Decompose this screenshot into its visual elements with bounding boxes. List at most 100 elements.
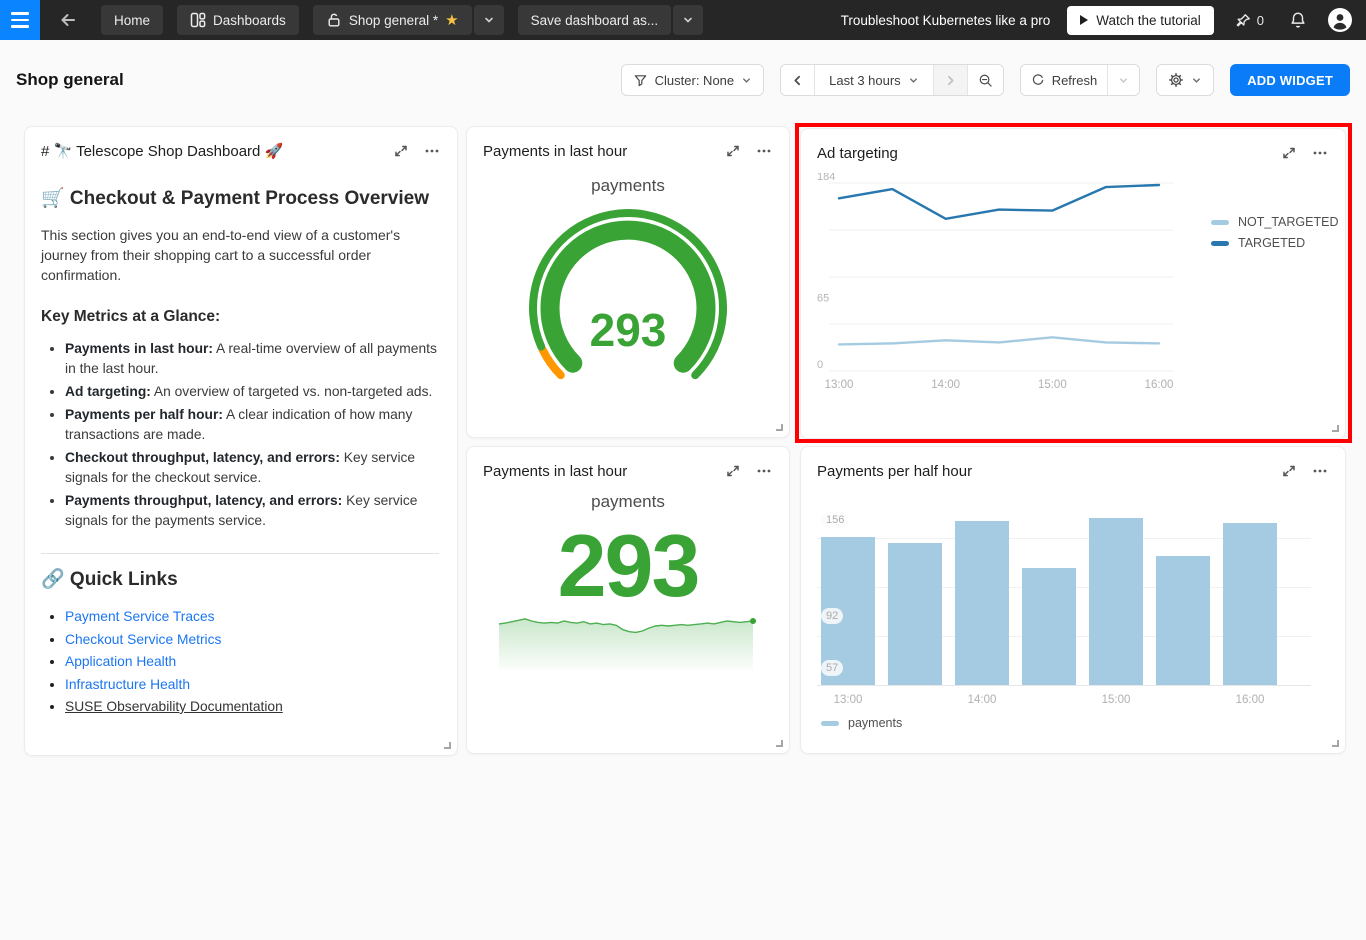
ellipsis-icon <box>1311 463 1329 479</box>
nav-dashboards-button[interactable]: Dashboards <box>177 5 299 35</box>
cluster-filter-button[interactable]: Cluster: None <box>621 64 764 96</box>
markdown-metrics-heading: Key Metrics at a Glance: <box>41 308 439 326</box>
ellipsis-icon <box>423 143 441 159</box>
pinned-items-button[interactable]: 0 <box>1231 8 1268 33</box>
settings-button[interactable] <box>1156 64 1214 96</box>
quick-link[interactable]: Payment Service Traces <box>65 609 215 624</box>
widget-menu-button[interactable] <box>1309 461 1331 481</box>
resize-handle[interactable] <box>1332 740 1339 747</box>
chevron-down-icon <box>1191 75 1202 86</box>
metric-item: Payments in last hour: A real-time overv… <box>65 339 439 379</box>
header-toolbar: Cluster: None Last 3 hours Refresh <box>621 64 1350 96</box>
ellipsis-icon <box>755 143 773 159</box>
ad-targeting-line-chart: 18465013:0014:0015:0016:00 <box>817 173 1189 391</box>
quick-link[interactable]: Checkout Service Metrics <box>65 632 221 647</box>
notifications-button[interactable] <box>1285 7 1311 33</box>
bell-icon <box>1289 11 1307 29</box>
widget-title: Payments in last hour <box>483 143 627 160</box>
expand-widget-button[interactable] <box>723 461 743 481</box>
widget-menu-button[interactable] <box>753 461 775 481</box>
watch-tutorial-label: Watch the tutorial <box>1096 13 1201 28</box>
widget-title: Payments in last hour <box>483 463 627 480</box>
refresh-options-chevron[interactable] <box>1107 65 1139 95</box>
nav-home-button[interactable]: Home <box>101 5 163 35</box>
avatar[interactable] <box>1328 8 1352 32</box>
x-axis-tick: 16:00 <box>1145 379 1174 391</box>
metric-item: Payments throughput, latency, and errors… <box>65 491 439 531</box>
legend-item-targeted[interactable]: TARGETED <box>1211 236 1338 250</box>
time-range-button[interactable]: Last 3 hours <box>814 65 933 95</box>
quick-link[interactable]: Infrastructure Health <box>65 677 190 692</box>
expand-icon <box>1281 463 1297 479</box>
current-dashboard-chevron[interactable] <box>474 5 504 35</box>
hamburger-menu-button[interactable] <box>0 0 40 40</box>
quick-link-item: Application Health <box>65 651 439 673</box>
widget-menu-button[interactable] <box>753 141 775 161</box>
widget-title: Ad targeting <box>817 145 898 162</box>
chevron-down-icon <box>741 75 752 86</box>
arrow-left-icon <box>58 10 78 30</box>
app-root: Home Dashboards Shop general * ★ Save da… <box>0 0 1366 940</box>
chevron-down-icon <box>1118 75 1129 86</box>
legend-swatch <box>821 721 839 726</box>
save-dashboard-as-button[interactable]: Save dashboard as... <box>518 5 672 35</box>
expand-widget-button[interactable] <box>723 141 743 161</box>
watch-tutorial-button[interactable]: Watch the tutorial <box>1067 6 1214 35</box>
markdown-intro: This section gives you an end-to-end vie… <box>41 225 439 285</box>
bar-15:00[interactable] <box>1089 518 1143 685</box>
zoom-out-button[interactable] <box>967 65 1003 95</box>
widget-markdown: # 🔭 Telescope Shop Dashboard 🚀 🛒 Checkou… <box>24 126 458 756</box>
resize-handle[interactable] <box>776 740 783 747</box>
widget-payments-per-half-hour: Payments per half hour 156925713:0014:00… <box>800 446 1346 754</box>
chevron-down-icon <box>908 75 919 86</box>
time-back-button[interactable] <box>781 65 814 95</box>
resize-handle[interactable] <box>1332 425 1339 432</box>
time-forward-button[interactable] <box>933 65 967 95</box>
quick-link[interactable]: SUSE Observability Documentation <box>65 699 283 714</box>
time-range-label: Last 3 hours <box>829 73 901 88</box>
quick-link-item: SUSE Observability Documentation <box>65 696 439 718</box>
chevron-right-icon <box>944 74 957 87</box>
line-series-targeted <box>839 185 1159 219</box>
line-series-not_targeted <box>839 337 1159 344</box>
expand-widget-button[interactable] <box>1279 461 1299 481</box>
expand-widget-button[interactable] <box>1279 143 1299 163</box>
bar-14:30[interactable] <box>1022 568 1076 685</box>
pin-icon <box>1235 12 1252 29</box>
quick-links-heading: 🔗 Quick Links <box>41 567 439 591</box>
navbar-tabs: Home Dashboards Shop general * ★ Save da… <box>101 5 703 35</box>
quick-links-list: Payment Service Traces Checkout Service M… <box>65 606 439 718</box>
metric-item: Checkout throughput, latency, and errors… <box>65 448 439 488</box>
add-widget-button[interactable]: ADD WIDGET <box>1230 64 1350 96</box>
widget-menu-button[interactable] <box>421 141 443 161</box>
legend-item-not_targeted[interactable]: NOT_TARGETED <box>1211 215 1338 229</box>
widget-menu-button[interactable] <box>1309 143 1331 163</box>
quick-link-item: Infrastructure Health <box>65 674 439 696</box>
chart-legend: NOT_TARGETED TARGETED <box>1211 215 1338 250</box>
x-axis-tick: 14:00 <box>968 694 997 706</box>
bar-16:00[interactable] <box>1223 523 1277 685</box>
resize-handle[interactable] <box>444 742 451 749</box>
legend-label: TARGETED <box>1238 236 1305 250</box>
markdown-section-heading: 🛒 Checkout & Payment Process Overview <box>41 186 439 210</box>
refresh-button[interactable]: Refresh <box>1021 65 1108 95</box>
back-button[interactable] <box>54 6 82 34</box>
gauge-value: 293 <box>590 304 667 356</box>
current-dashboard-button[interactable]: Shop general * ★ <box>313 5 472 35</box>
resize-handle[interactable] <box>776 424 783 431</box>
favorite-star-icon[interactable]: ★ <box>445 13 458 28</box>
nav-home-label: Home <box>114 13 150 28</box>
chart-legend[interactable]: payments <box>821 716 1329 730</box>
quick-link-item: Checkout Service Metrics <box>65 629 439 651</box>
quick-link[interactable]: Application Health <box>65 654 176 669</box>
bar-14:00[interactable] <box>955 521 1009 686</box>
refresh-label: Refresh <box>1052 73 1098 88</box>
save-as-chevron[interactable] <box>673 5 703 35</box>
refresh-icon <box>1031 73 1045 87</box>
bar-13:30[interactable] <box>888 543 942 685</box>
x-axis-tick: 16:00 <box>1236 694 1265 706</box>
dashboards-icon <box>190 12 206 28</box>
bar-15:30[interactable] <box>1156 556 1210 685</box>
expand-widget-button[interactable] <box>391 141 411 161</box>
widget-title: Payments per half hour <box>817 463 972 480</box>
